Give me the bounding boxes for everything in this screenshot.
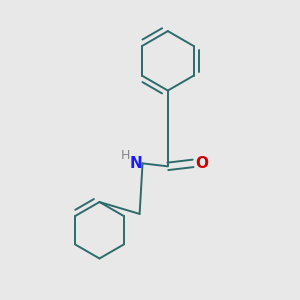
Text: H: H [121, 148, 130, 162]
Text: O: O [195, 156, 208, 171]
Text: N: N [130, 156, 142, 171]
